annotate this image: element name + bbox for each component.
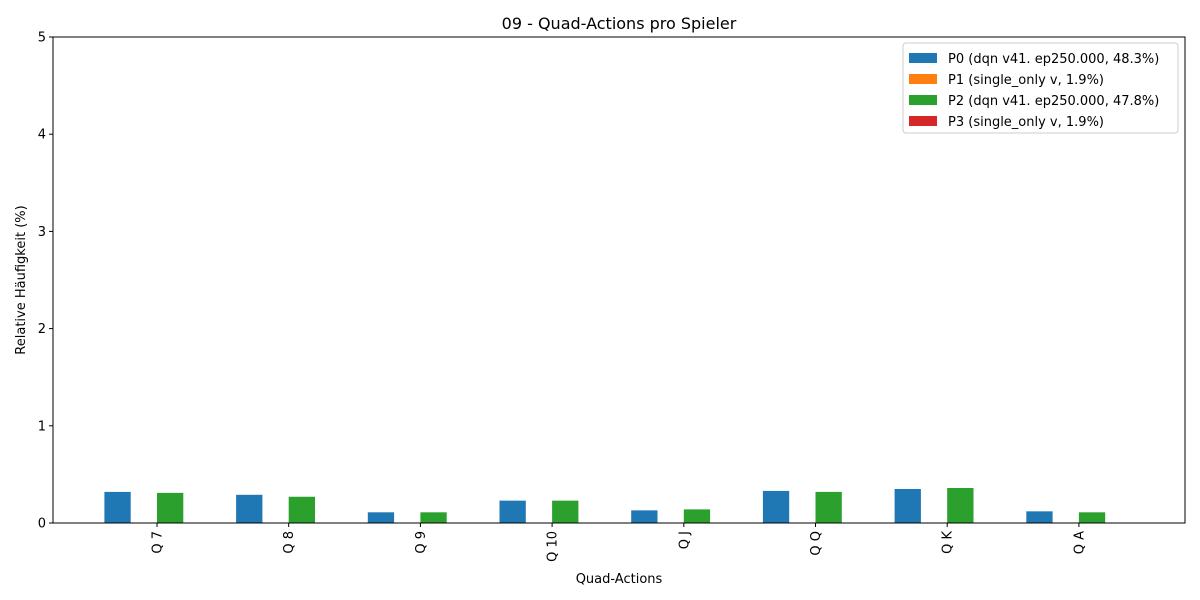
legend-label-2: P2 (dqn v41. ep250.000, 47.8%) [948,94,1159,109]
bar-0-6 [894,488,921,523]
y-tick-label: 1 [38,419,46,434]
y-tick-label: 3 [38,225,46,240]
legend-label-3: P3 (single_only v, 1.9%) [948,115,1104,130]
x-tick-label: Q 9 [414,531,429,554]
x-tick-label: Q A [1072,531,1087,554]
chart-title: 09 - Quad-Actions pro Spieler [502,14,737,33]
bar-0-4 [631,510,658,523]
bar-2-7 [1078,512,1106,523]
x-tick-label: Q J [677,531,692,549]
y-axis-title: Relative Häufigkeit (%) [14,205,29,354]
legend-label-0: P0 (dqn v41. ep250.000, 48.3%) [948,52,1159,67]
bar-2-2 [420,512,447,523]
legend-label-1: P1 (single_only v, 1.9%) [948,73,1104,88]
x-tick-label: Q 8 [282,531,297,554]
plot-frame [52,36,1186,524]
x-tick-label: Q 10 [546,531,561,562]
legend: P0 (dqn v41. ep250.000, 48.3%) P1 (single… [902,42,1179,134]
bar-0-0 [104,491,131,523]
x-axis: Q 7 Q 8 Q 9 Q 10 Q J Q Q Q K Q A [151,523,1087,562]
x-tick-label: Q K [941,531,956,554]
bar-0-3 [499,500,526,523]
bar-2-6 [947,488,974,523]
bar-0-2 [367,512,395,523]
bar-2-4 [683,509,711,523]
y-tick-label: 4 [38,128,46,143]
x-tick-label: Q Q [809,531,824,556]
legend-swatch-2 [909,95,937,105]
legend-box [902,42,1179,134]
y-axis: 0 1 2 3 4 5 [38,31,53,532]
bars-layer [104,488,1106,523]
x-tick-label: Q 7 [151,531,166,554]
y-tick-label: 0 [38,517,46,532]
legend-swatch-1 [909,74,937,84]
bar-2-1 [288,496,315,523]
bar-0-5 [762,490,790,523]
y-tick-label: 2 [38,322,46,337]
bar-2-5 [815,491,842,523]
bar-0-1 [236,494,263,523]
legend-swatch-3 [909,116,937,126]
bar-2-0 [157,492,184,523]
legend-swatch-0 [909,53,937,63]
y-tick-label: 5 [38,31,46,46]
x-axis-title: Quad-Actions [576,572,663,587]
bar-2-3 [552,500,579,523]
bar-0-7 [1026,511,1053,523]
